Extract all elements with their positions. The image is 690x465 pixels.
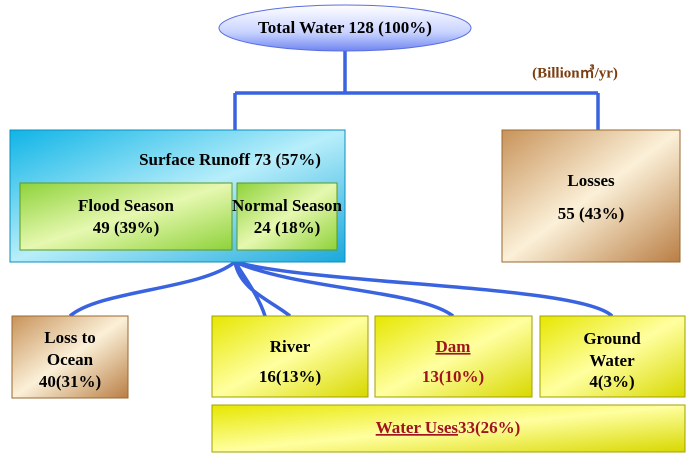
water-uses-value: 33(26%) <box>458 418 520 437</box>
river-box <box>211 315 369 398</box>
output-name: River <box>270 337 311 356</box>
losses-value: 55 (43%) <box>558 204 625 223</box>
output-value: 16(13%) <box>259 367 321 386</box>
output-name: Ground <box>583 329 641 348</box>
water-uses-box <box>211 404 686 453</box>
ocean-box <box>11 315 129 399</box>
normal-box <box>236 182 338 251</box>
water-uses-name: Water Uses <box>376 418 459 437</box>
output-name: Loss to <box>44 328 95 347</box>
output-name: Water <box>589 351 635 370</box>
water-uses: Water Uses33(26%) <box>376 418 521 437</box>
connector <box>233 50 600 130</box>
surface-label: Surface Runoff 73 (57%) <box>139 150 321 169</box>
flood-box <box>19 182 233 251</box>
normal-name: Normal Season <box>232 196 343 215</box>
top-label: Total Water 128 (100%) <box>258 18 432 37</box>
top-node <box>218 4 472 52</box>
output-value: 40(31%) <box>39 372 101 391</box>
flood-value: 49 (39%) <box>93 218 160 237</box>
unit: (Billion㎥/yr) <box>532 63 618 81</box>
flood-name: Flood Season <box>78 196 174 215</box>
output-name: Dam <box>436 337 471 356</box>
normal-value: 24 (18%) <box>254 218 321 237</box>
output-value: 13(10%) <box>422 367 484 386</box>
losses-box <box>501 129 681 263</box>
output-value: 4(3%) <box>589 372 634 391</box>
losses-name: Losses <box>567 171 615 190</box>
output-name: Ocean <box>47 350 94 369</box>
connector <box>68 260 614 318</box>
ground-box <box>539 315 686 398</box>
dam-box <box>374 315 533 398</box>
